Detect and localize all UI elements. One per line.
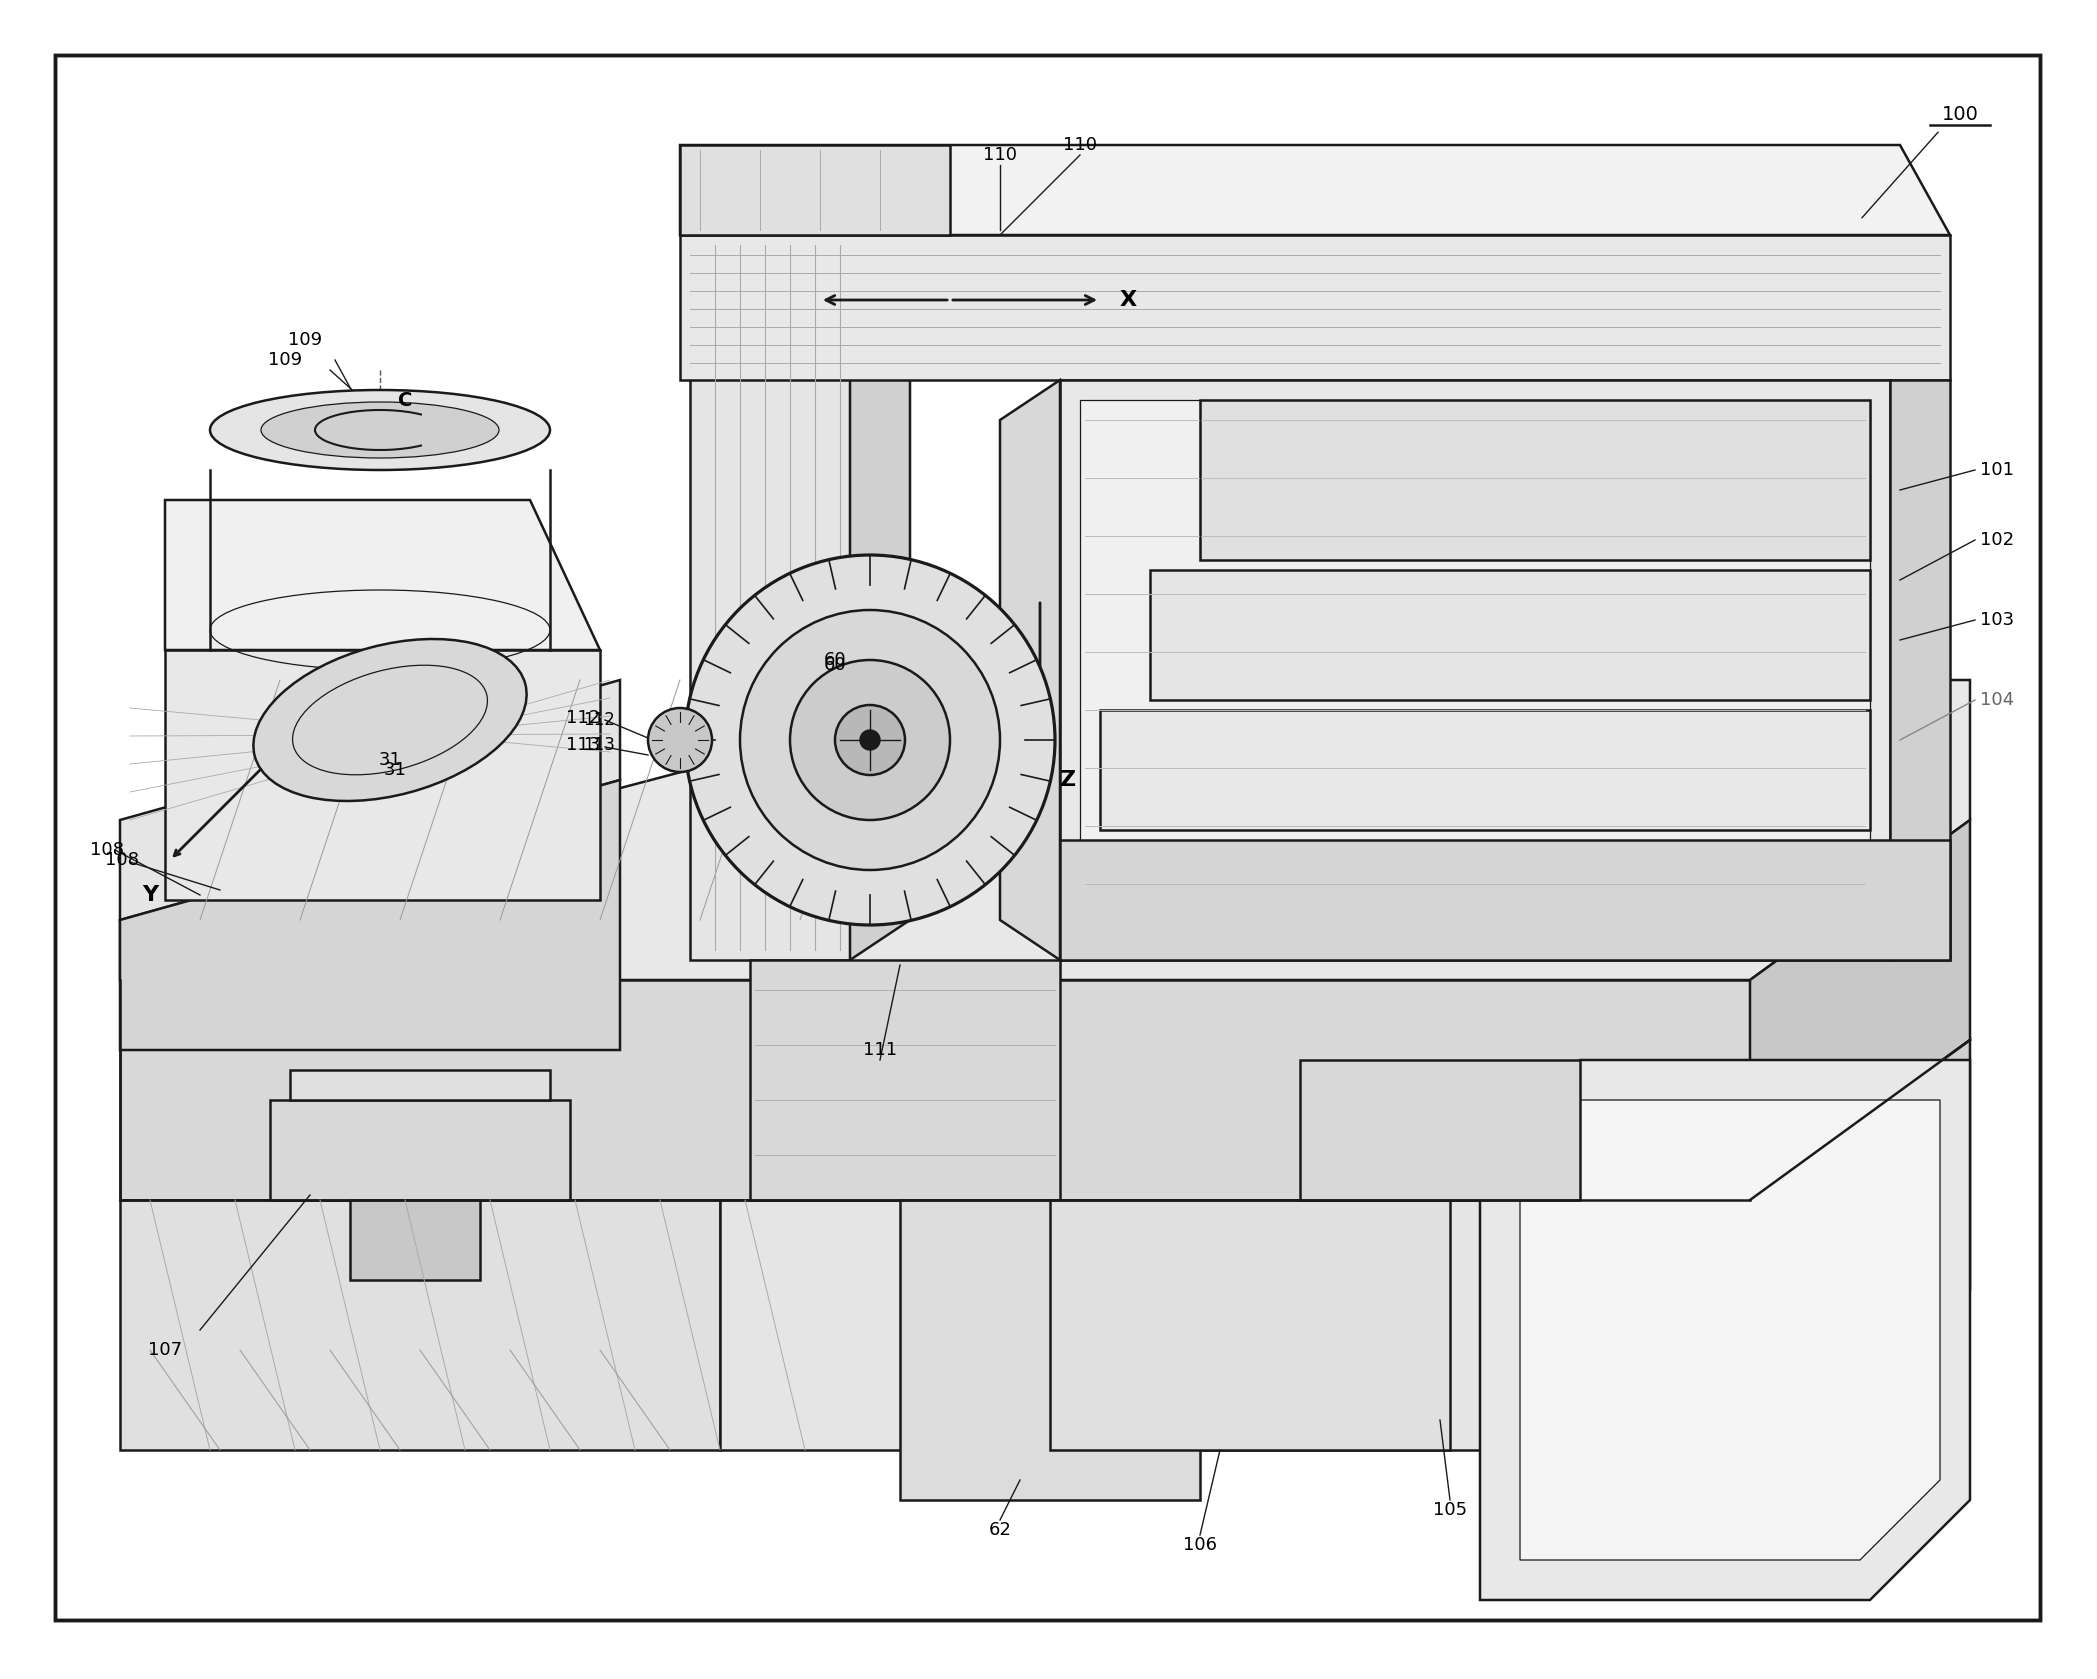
Polygon shape: [120, 781, 621, 1049]
Polygon shape: [1520, 1100, 1940, 1560]
Text: 102: 102: [1980, 531, 2013, 549]
Polygon shape: [1480, 1059, 1969, 1600]
Text: 31: 31: [384, 761, 407, 779]
Text: 100: 100: [1942, 106, 1977, 124]
Polygon shape: [1199, 400, 1871, 561]
Polygon shape: [690, 235, 849, 960]
Polygon shape: [1300, 1059, 1579, 1200]
Text: 112: 112: [583, 710, 614, 729]
Polygon shape: [719, 1200, 1751, 1451]
Text: 105: 105: [1432, 1501, 1468, 1519]
Text: C: C: [398, 391, 413, 410]
Ellipse shape: [210, 390, 549, 470]
Polygon shape: [120, 680, 621, 920]
Polygon shape: [350, 1200, 480, 1279]
Text: 108: 108: [105, 851, 138, 870]
Polygon shape: [849, 175, 910, 960]
Text: 101: 101: [1980, 462, 2013, 479]
Text: 106: 106: [1183, 1536, 1216, 1555]
Polygon shape: [166, 650, 600, 900]
Text: Z: Z: [1059, 771, 1076, 791]
Text: 110: 110: [1063, 136, 1097, 154]
Text: 60: 60: [824, 656, 847, 673]
Circle shape: [648, 709, 713, 772]
Text: 111: 111: [864, 1041, 898, 1059]
Polygon shape: [1101, 710, 1871, 829]
Text: 107: 107: [149, 1342, 182, 1358]
Text: X: X: [1120, 290, 1137, 311]
Text: 109: 109: [268, 351, 302, 369]
Circle shape: [835, 705, 906, 776]
Ellipse shape: [254, 640, 526, 801]
Circle shape: [791, 660, 950, 819]
Text: 62: 62: [988, 1521, 1011, 1540]
Text: 112: 112: [566, 709, 600, 727]
Text: 31: 31: [380, 751, 401, 769]
Polygon shape: [120, 981, 1751, 1200]
Text: 103: 103: [1980, 611, 2013, 630]
Polygon shape: [1751, 1039, 1969, 1451]
Text: 113: 113: [566, 735, 600, 754]
Polygon shape: [1051, 1200, 1449, 1451]
Polygon shape: [1149, 569, 1871, 700]
Circle shape: [860, 730, 881, 751]
Polygon shape: [1751, 819, 1969, 1200]
Polygon shape: [679, 144, 950, 235]
Polygon shape: [271, 1100, 570, 1200]
Polygon shape: [900, 1200, 1199, 1499]
Polygon shape: [679, 235, 1950, 379]
Circle shape: [686, 556, 1055, 925]
Polygon shape: [120, 680, 1969, 981]
Text: 60: 60: [824, 651, 847, 668]
Polygon shape: [690, 175, 910, 235]
Text: 109: 109: [287, 331, 323, 349]
Text: 113: 113: [583, 735, 614, 754]
Polygon shape: [1059, 379, 1889, 960]
Ellipse shape: [260, 401, 499, 458]
Text: Y: Y: [143, 885, 157, 905]
Polygon shape: [166, 500, 600, 650]
Polygon shape: [1000, 379, 1059, 960]
Polygon shape: [1059, 840, 1950, 960]
Circle shape: [740, 609, 1000, 870]
Polygon shape: [1889, 379, 1950, 960]
Polygon shape: [289, 1070, 549, 1100]
Text: 104: 104: [1980, 692, 2013, 709]
Text: 108: 108: [90, 841, 124, 860]
Polygon shape: [751, 960, 1059, 1200]
Polygon shape: [120, 1200, 719, 1451]
Polygon shape: [679, 144, 1950, 235]
Polygon shape: [1080, 400, 1871, 940]
Text: 110: 110: [983, 146, 1017, 165]
